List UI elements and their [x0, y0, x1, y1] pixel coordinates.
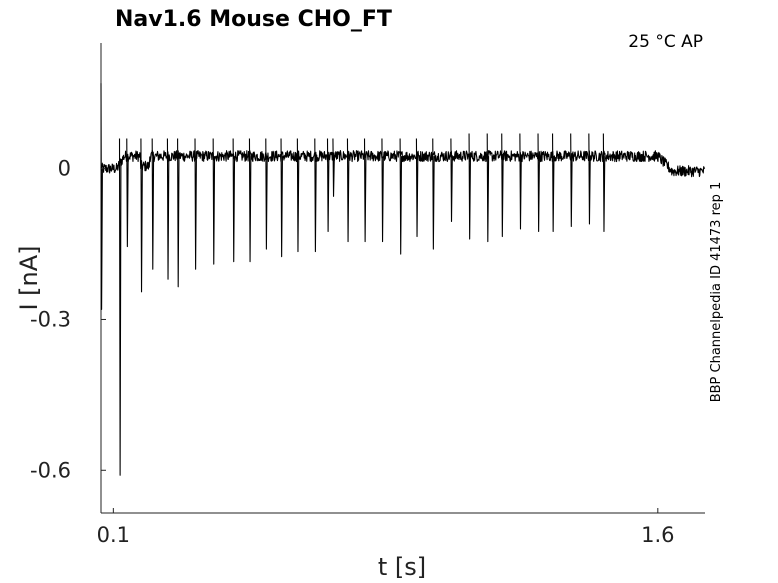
- spike-mark: [100, 83, 103, 310]
- spike-mark: [363, 138, 367, 243]
- spike-mark: [232, 138, 236, 263]
- spike-mark: [212, 138, 216, 265]
- spike-mark: [296, 138, 300, 253]
- spike-mark: [450, 138, 453, 222]
- spike-mark: [346, 138, 350, 243]
- spike-mark: [399, 138, 403, 255]
- channelpedia-id-label: BBP Channelpedia ID 41473 rep 1: [709, 182, 724, 403]
- x-ticks: 0.1 1.6: [97, 508, 675, 547]
- spike-mark: [326, 138, 330, 233]
- spike-mark: [486, 133, 490, 243]
- spike-mark: [468, 133, 472, 240]
- spike-mark: [602, 133, 606, 233]
- spike-mark: [537, 133, 540, 233]
- spike-mark: [314, 138, 317, 253]
- x-tick-label: 1.6: [641, 523, 674, 547]
- spike-mark: [381, 138, 384, 243]
- temperature-protocol-label: 25 °C AP: [628, 32, 703, 52]
- chart-title: Nav1.6 Mouse CHO_FT: [115, 7, 392, 32]
- y-tick-label: 0: [58, 157, 71, 181]
- baseline-trace: [100, 150, 706, 178]
- spike-mark: [570, 133, 573, 228]
- spike-mark: [265, 138, 268, 250]
- y-tick-label: -0.6: [30, 458, 71, 482]
- spike-mark: [140, 138, 143, 293]
- spike-mark: [194, 138, 197, 270]
- spike-mark: [415, 138, 419, 238]
- spike-mark: [432, 138, 435, 250]
- spike-mark: [588, 133, 591, 225]
- spike-mark: [118, 138, 122, 476]
- y-tick-label: -0.3: [30, 307, 71, 331]
- spike-mark: [177, 138, 180, 288]
- spike-mark: [501, 133, 504, 238]
- spike-mark: [552, 133, 555, 233]
- spike-mark: [519, 133, 522, 230]
- spike-mark: [248, 138, 252, 263]
- y-ticks: 0 -0.3 -0.6: [30, 157, 106, 482]
- current-trace: [100, 83, 706, 476]
- spike-mark: [126, 138, 129, 248]
- plot-area: 0 -0.3 -0.6 0.1 1.6: [30, 43, 706, 547]
- x-axis-label: t [s]: [378, 553, 426, 581]
- spike-mark: [166, 138, 170, 280]
- spike-mark: [280, 138, 283, 258]
- spike-mark: [332, 138, 335, 197]
- x-tick-label: 0.1: [97, 523, 130, 547]
- spike-mark: [151, 138, 155, 270]
- y-axis-label: I [nA]: [15, 245, 43, 310]
